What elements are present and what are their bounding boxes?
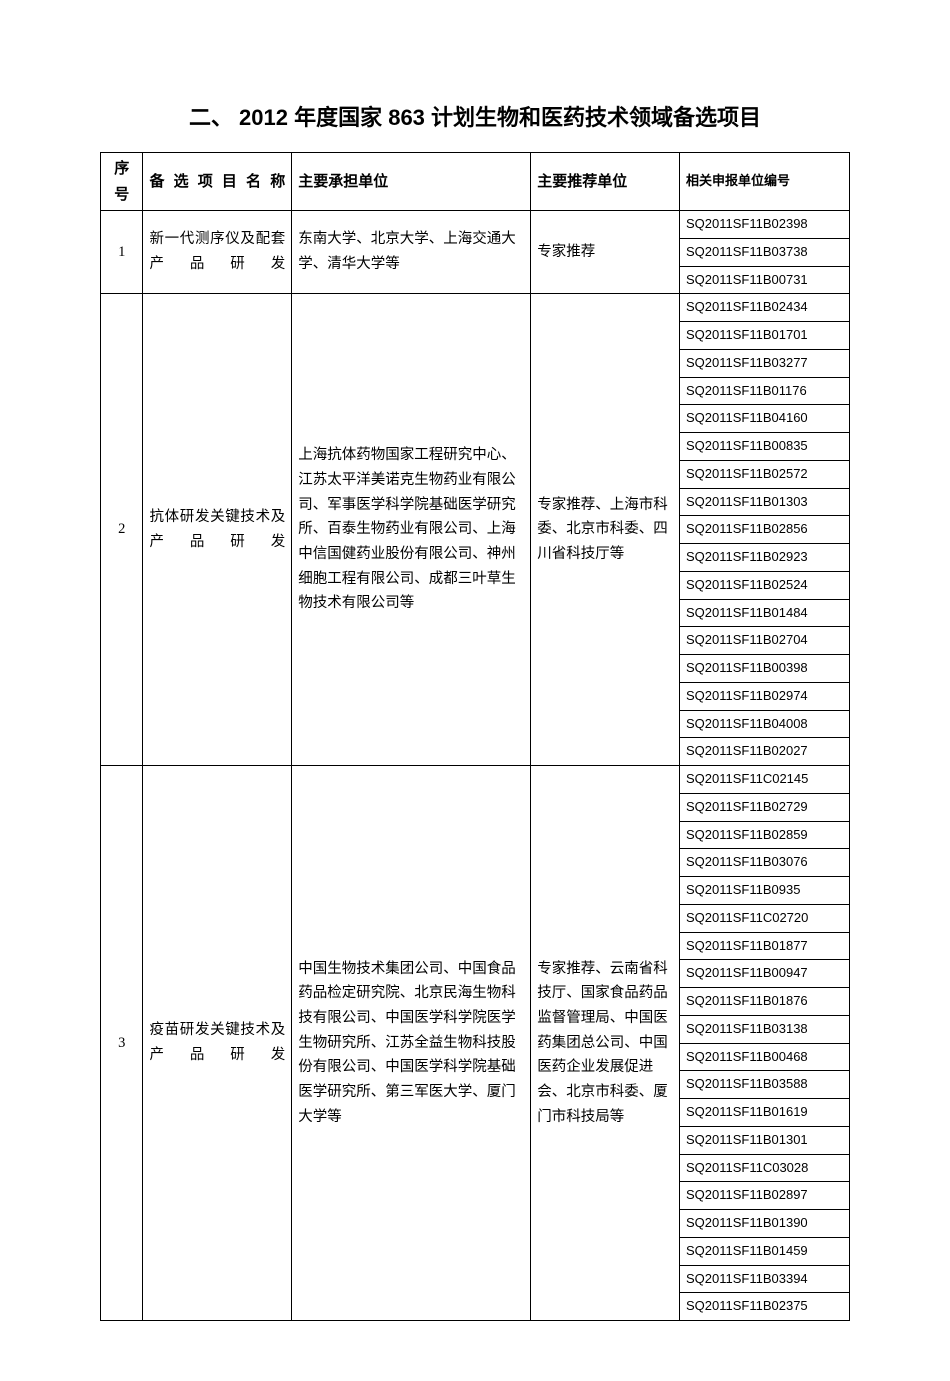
header-name: 备选项目名称 — [143, 153, 292, 211]
cell-seq: 3 — [101, 766, 143, 1321]
code-entry: SQ2011SF11B00398 — [680, 655, 849, 683]
code-entry: SQ2011SF11B02856 — [680, 516, 849, 544]
table-row: 2抗体研发关键技术及产品研发上海抗体药物国家工程研究中心、江苏太平洋美诺克生物药… — [101, 294, 850, 766]
code-entry: SQ2011SF11B03277 — [680, 350, 849, 378]
code-entry: SQ2011SF11B02974 — [680, 683, 849, 711]
code-entry: SQ2011SF11B01459 — [680, 1238, 849, 1266]
code-entry: SQ2011SF11B01876 — [680, 988, 849, 1016]
cell-seq: 1 — [101, 211, 143, 294]
cell-rec: 专家推荐、云南省科技厅、国家食品药品监督管理局、中国医药集团总公司、中国医药企业… — [531, 766, 680, 1321]
code-entry: SQ2011SF11B03738 — [680, 239, 849, 267]
code-entry: SQ2011SF11C03028 — [680, 1155, 849, 1183]
code-entry: SQ2011SF11B03076 — [680, 849, 849, 877]
code-entry: SQ2011SF11B02027 — [680, 738, 849, 765]
cell-codes: SQ2011SF11B02398SQ2011SF11B03738SQ2011SF… — [679, 211, 849, 294]
cell-codes: SQ2011SF11C02145SQ2011SF11B02729SQ2011SF… — [679, 766, 849, 1321]
code-entry: SQ2011SF11B01303 — [680, 489, 849, 517]
code-entry: SQ2011SF11B02572 — [680, 461, 849, 489]
cell-rec: 专家推荐 — [531, 211, 680, 294]
table-header-row: 序号 备选项目名称 主要承担单位 主要推荐单位 相关申报单位编号 — [101, 153, 850, 211]
table-row: 1新一代测序仪及配套产品研发东南大学、北京大学、上海交通大学、清华大学等专家推荐… — [101, 211, 850, 294]
code-entry: SQ2011SF11B01877 — [680, 933, 849, 961]
code-entry: SQ2011SF11B01390 — [680, 1210, 849, 1238]
code-entry: SQ2011SF11B01301 — [680, 1127, 849, 1155]
code-entry: SQ2011SF11B01701 — [680, 322, 849, 350]
code-entry: SQ2011SF11B04160 — [680, 405, 849, 433]
code-entry: SQ2011SF11B01176 — [680, 378, 849, 406]
code-entry: SQ2011SF11B02524 — [680, 572, 849, 600]
code-entry: SQ2011SF11B02398 — [680, 211, 849, 239]
code-entry: SQ2011SF11B01484 — [680, 600, 849, 628]
table-row: 3疫苗研发关键技术及产品研发中国生物技术集团公司、中国食品药品检定研究院、北京民… — [101, 766, 850, 1321]
header-org: 主要承担单位 — [292, 153, 531, 211]
cell-org: 上海抗体药物国家工程研究中心、江苏太平洋美诺克生物药业有限公司、军事医学科学院基… — [292, 294, 531, 766]
cell-seq: 2 — [101, 294, 143, 766]
projects-table: 序号 备选项目名称 主要承担单位 主要推荐单位 相关申报单位编号 1新一代测序仪… — [100, 152, 850, 1321]
code-entry: SQ2011SF11B02897 — [680, 1182, 849, 1210]
code-entry: SQ2011SF11B03138 — [680, 1016, 849, 1044]
code-entry: SQ2011SF11B02704 — [680, 627, 849, 655]
code-entry: SQ2011SF11C02720 — [680, 905, 849, 933]
code-entry: SQ2011SF11B02859 — [680, 822, 849, 850]
code-entry: SQ2011SF11B0935 — [680, 877, 849, 905]
code-entry: SQ2011SF11B03588 — [680, 1071, 849, 1099]
code-entry: SQ2011SF11B04008 — [680, 711, 849, 739]
code-entry: SQ2011SF11B00835 — [680, 433, 849, 461]
code-entry: SQ2011SF11B02729 — [680, 794, 849, 822]
cell-rec: 专家推荐、上海市科委、北京市科委、四川省科技厅等 — [531, 294, 680, 766]
code-entry: SQ2011SF11B00947 — [680, 960, 849, 988]
header-code: 相关申报单位编号 — [679, 153, 849, 211]
code-entry: SQ2011SF11B02375 — [680, 1293, 849, 1320]
cell-codes: SQ2011SF11B02434SQ2011SF11B01701SQ2011SF… — [679, 294, 849, 766]
cell-name: 疫苗研发关键技术及产品研发 — [143, 766, 292, 1321]
code-entry: SQ2011SF11C02145 — [680, 766, 849, 794]
cell-name: 新一代测序仪及配套产品研发 — [143, 211, 292, 294]
cell-org: 东南大学、北京大学、上海交通大学、清华大学等 — [292, 211, 531, 294]
code-entry: SQ2011SF11B02434 — [680, 294, 849, 322]
code-entry: SQ2011SF11B00468 — [680, 1044, 849, 1072]
code-entry: SQ2011SF11B03394 — [680, 1266, 849, 1294]
page-title: 二、 2012 年度国家 863 计划生物和医药技术领域备选项目 — [100, 100, 850, 132]
code-entry: SQ2011SF11B01619 — [680, 1099, 849, 1127]
cell-org: 中国生物技术集团公司、中国食品药品检定研究院、北京民海生物科技有限公司、中国医学… — [292, 766, 531, 1321]
header-seq: 序号 — [101, 153, 143, 211]
code-entry: SQ2011SF11B02923 — [680, 544, 849, 572]
code-entry: SQ2011SF11B00731 — [680, 267, 849, 294]
cell-name: 抗体研发关键技术及产品研发 — [143, 294, 292, 766]
header-rec: 主要推荐单位 — [531, 153, 680, 211]
